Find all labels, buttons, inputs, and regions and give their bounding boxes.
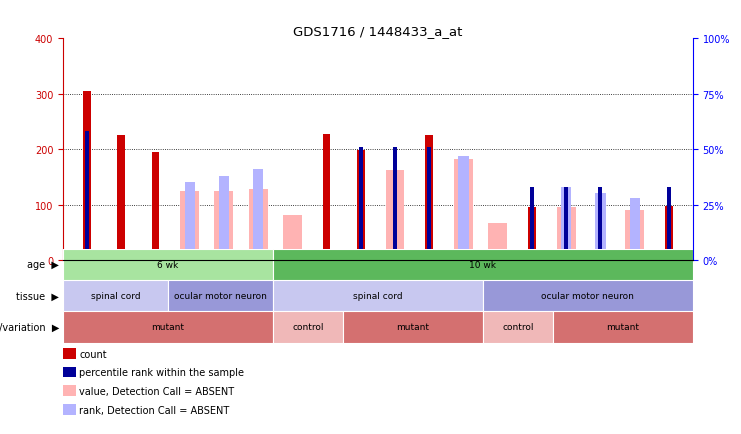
Bar xyxy=(553,312,693,343)
Text: percentile rank within the sample: percentile rank within the sample xyxy=(79,368,245,377)
Bar xyxy=(185,183,195,260)
Bar xyxy=(483,312,553,343)
Text: count: count xyxy=(79,349,107,358)
Bar xyxy=(63,312,273,343)
Bar xyxy=(343,312,483,343)
Bar xyxy=(528,207,536,260)
Bar xyxy=(459,156,468,260)
Text: 6 wk: 6 wk xyxy=(157,260,179,269)
Bar xyxy=(283,215,302,260)
Bar xyxy=(598,187,602,260)
Text: ocular motor neuron: ocular motor neuron xyxy=(174,292,267,300)
Text: mutant: mutant xyxy=(396,323,429,332)
Bar xyxy=(561,187,571,260)
Text: control: control xyxy=(502,323,534,332)
Text: 10 wk: 10 wk xyxy=(469,260,496,269)
Bar xyxy=(273,249,693,280)
Text: mutant: mutant xyxy=(606,323,639,332)
Bar xyxy=(428,148,431,260)
Text: control: control xyxy=(292,323,324,332)
Text: value, Detection Call = ABSENT: value, Detection Call = ABSENT xyxy=(79,386,234,396)
Bar xyxy=(214,191,233,260)
Bar xyxy=(63,249,273,280)
Bar xyxy=(530,187,534,260)
Text: ocular motor neuron: ocular motor neuron xyxy=(542,292,634,300)
Bar xyxy=(425,136,433,260)
Bar xyxy=(556,207,576,260)
Bar xyxy=(83,92,90,260)
Bar xyxy=(323,134,330,260)
Bar xyxy=(152,152,159,260)
Bar xyxy=(625,210,644,260)
Bar xyxy=(63,280,168,312)
Bar xyxy=(385,170,405,260)
Bar xyxy=(253,170,263,260)
Bar xyxy=(273,312,343,343)
Text: genotype/variation  ▶: genotype/variation ▶ xyxy=(0,322,59,332)
Bar xyxy=(665,207,673,260)
Text: rank, Detection Call = ABSENT: rank, Detection Call = ABSENT xyxy=(79,405,230,414)
Bar xyxy=(117,136,125,260)
Text: spinal cord: spinal cord xyxy=(90,292,140,300)
Bar xyxy=(454,159,473,260)
Bar xyxy=(564,187,568,260)
Bar xyxy=(219,176,229,260)
Text: mutant: mutant xyxy=(151,323,185,332)
Bar xyxy=(488,224,507,260)
Bar xyxy=(357,151,365,260)
Bar xyxy=(630,198,639,260)
Bar xyxy=(249,190,268,260)
Bar xyxy=(180,191,199,260)
Bar xyxy=(168,280,273,312)
Bar xyxy=(667,187,671,260)
Text: tissue  ▶: tissue ▶ xyxy=(16,291,59,301)
Text: age  ▶: age ▶ xyxy=(27,260,59,270)
Bar xyxy=(483,280,693,312)
Title: GDS1716 / 1448433_a_at: GDS1716 / 1448433_a_at xyxy=(293,25,462,38)
Bar xyxy=(393,148,397,260)
Bar xyxy=(273,280,483,312)
Bar xyxy=(85,132,89,260)
Bar xyxy=(359,148,363,260)
Text: spinal cord: spinal cord xyxy=(353,292,402,300)
Bar xyxy=(595,194,605,260)
